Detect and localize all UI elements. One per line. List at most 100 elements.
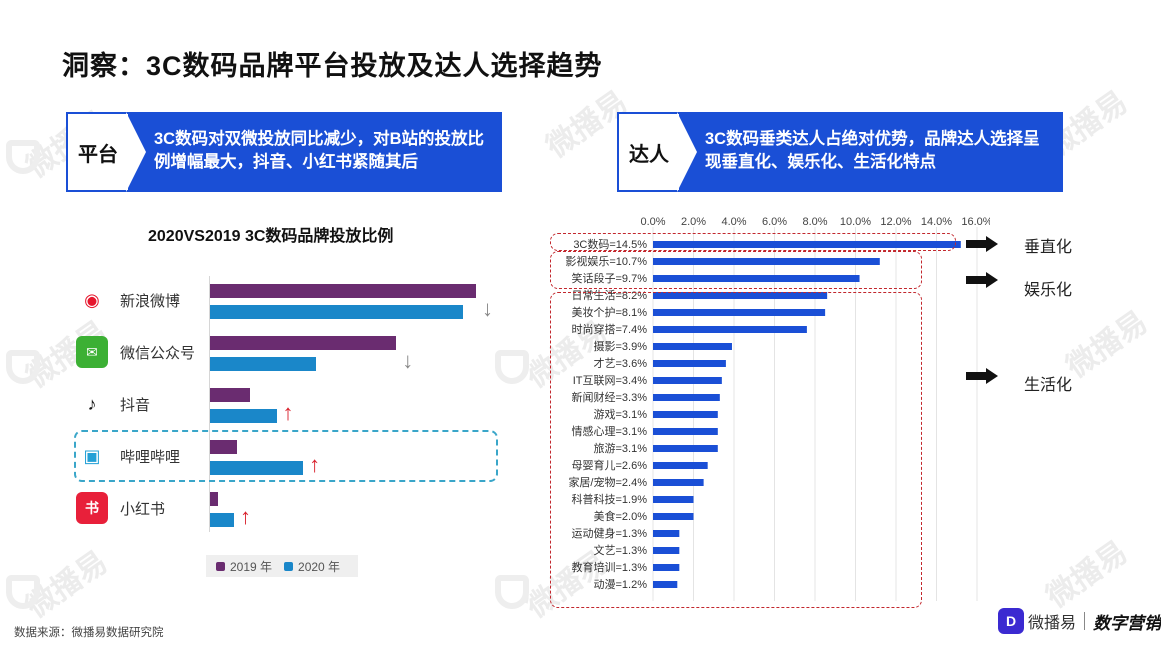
kol-banner-tag: 达人 [617, 112, 679, 192]
category-label: 文艺=1.3% [594, 543, 648, 557]
category-bar [653, 377, 722, 384]
category-label: 动漫=1.2% [594, 577, 648, 591]
group-arrow-lifestyle [966, 368, 1000, 384]
x-tick-label: 4.0% [721, 216, 746, 228]
right-arrow-icon [966, 272, 1000, 288]
category-bar [653, 292, 828, 299]
category-bar [653, 241, 961, 248]
category-label: 才艺=3.6% [594, 356, 648, 370]
category-label: 美妆个护=8.1% [572, 305, 648, 319]
weiboyi-logo-text: 微播易 [1028, 615, 1077, 632]
logo-divider [1084, 612, 1086, 630]
kol-category-chart: 0.0% 2.0% 4.0% 6.0% 8.0% 10.0% 12.0% 14.0% 16.0%… [565, 216, 990, 601]
category-bar [653, 564, 680, 571]
page-title: 洞察：3C数码品牌平台投放及达人选择趋势 [62, 51, 603, 81]
xiaohongshu-icon: 书 [76, 492, 108, 524]
weiboyi-logo-icon: D [998, 608, 1024, 634]
bilibili-highlight-box [74, 430, 498, 482]
group-box-lifestyle [550, 292, 922, 608]
category-bar [653, 530, 680, 537]
platform-row: ♪ 抖音 [76, 384, 151, 424]
platform-name: 新浪微博 [120, 292, 181, 310]
category-bar [653, 275, 860, 282]
bar-2020 [210, 357, 317, 371]
watermark-shield-icon [495, 575, 529, 609]
group-arrow-vertical [966, 236, 1000, 252]
platform-name: 抖音 [120, 396, 151, 414]
category-bar [653, 547, 680, 554]
x-tick-label: 6.0% [762, 216, 787, 228]
watermark-shield-icon [6, 575, 40, 609]
right-arrow-icon [966, 368, 1000, 384]
banner-notch [126, 112, 146, 192]
group-box-vertical [550, 233, 956, 251]
category-label: 美食=2.0% [594, 509, 648, 523]
bar-2019 [210, 284, 476, 298]
category-label: 家居/宠物=2.4% [568, 475, 647, 489]
category-label: 3C数码=14.5% [573, 238, 647, 251]
watermark-shield-icon [6, 140, 40, 174]
x-tick-label: 14.0% [921, 216, 952, 228]
category-bar [653, 394, 720, 401]
category-label: 情感心理=3.1% [572, 425, 648, 438]
watermark: 微播易 [1040, 535, 1134, 615]
group-label-entertainment: 娱乐化 [1024, 282, 1073, 299]
footer-logos: D 微播易 数字营销 [998, 608, 1161, 634]
kol-banner-text: 3C数码垂类达人占绝对优势，品牌达人选择呈现垂直化、娱乐化、生活化特点 [705, 130, 1040, 171]
platform-banner: 平台 3C数码对双微投放同比减少，对B站的投放比例增幅最大，抖音、小红书紧随其后 [66, 112, 502, 192]
wechat-icon: ✉ [76, 336, 108, 368]
digital-marketing-logo-text: 数字营销 [1093, 613, 1161, 633]
category-label: 新闻财经=3.3% [572, 390, 648, 404]
category-bar [653, 326, 807, 333]
category-bar [653, 496, 694, 503]
trend-down-arrow-icon: ↓ [402, 348, 414, 373]
x-tick-label: 16.0% [961, 216, 990, 228]
platform-chart-legend: 2019 年 2020 年 [206, 555, 358, 577]
bar-2020 [210, 461, 304, 475]
category-label: 摄影=3.9% [594, 339, 648, 353]
category-label: 运动健身=1.3% [572, 526, 648, 540]
platform-chart-axis [209, 276, 210, 532]
bar-2019 [210, 492, 218, 506]
platform-chart-title: 2020VS2019 3C数码品牌投放比例 [148, 228, 394, 245]
bar-2019 [210, 336, 397, 350]
trend-up-arrow-icon: ↑ [239, 504, 251, 529]
legend-label-2020: 2020 年 [298, 559, 341, 574]
category-bar [653, 360, 726, 367]
category-label: 游戏=3.1% [594, 408, 648, 421]
group-box-entertainment [550, 251, 922, 289]
category-label: 日常生活=8.2% [572, 288, 648, 302]
bilibili-icon: ▣ [83, 445, 101, 466]
category-bar [653, 411, 718, 418]
platform-name: 哔哩哔哩 [120, 448, 181, 466]
platform-row: ✉ 微信公众号 [76, 332, 195, 372]
platform-row: ▣ 哔哩哔哩 [76, 436, 180, 476]
category-bar [653, 258, 880, 265]
x-tick-label: 8.0% [802, 216, 827, 228]
platform-name: 小红书 [120, 500, 166, 518]
watermark-shield-icon [495, 350, 529, 384]
data-source-note: 数据来源：微播易数据研究院 [14, 627, 164, 639]
category-label: 影视娱乐=10.7% [565, 254, 647, 268]
banner-notch [677, 112, 697, 192]
watermark-shield-icon [6, 350, 40, 384]
category-label: 时尚穿搭=7.4% [572, 322, 648, 336]
platform-name: 微信公众号 [120, 344, 196, 362]
x-tick-label: 12.0% [880, 216, 911, 228]
trend-up-arrow-icon: ↑ [282, 400, 294, 425]
category-label: 母婴育儿=2.6% [572, 458, 648, 472]
kol-banner: 达人 3C数码垂类达人占绝对优势，品牌达人选择呈现垂直化、娱乐化、生活化特点 [617, 112, 1063, 192]
category-label: 旅游=3.1% [594, 441, 648, 455]
platform-banner-text: 3C数码对双微投放同比减少，对B站的投放比例增幅最大，抖音、小红书紧随其后 [154, 130, 485, 171]
bar-2019 [210, 440, 237, 454]
x-tick-label: 0.0% [640, 216, 665, 228]
category-bar [653, 445, 718, 452]
bar-2019 [210, 388, 250, 402]
x-tick-label: 2.0% [681, 216, 706, 228]
category-label: 教育培训=1.3% [572, 560, 648, 574]
group-arrow-entertainment [966, 272, 1000, 288]
platform-banner-tag: 平台 [66, 112, 128, 192]
category-bar [653, 479, 704, 486]
trend-down-arrow-icon: ↓ [482, 296, 493, 321]
platform-row: ◉ 新浪微博 [76, 280, 180, 320]
